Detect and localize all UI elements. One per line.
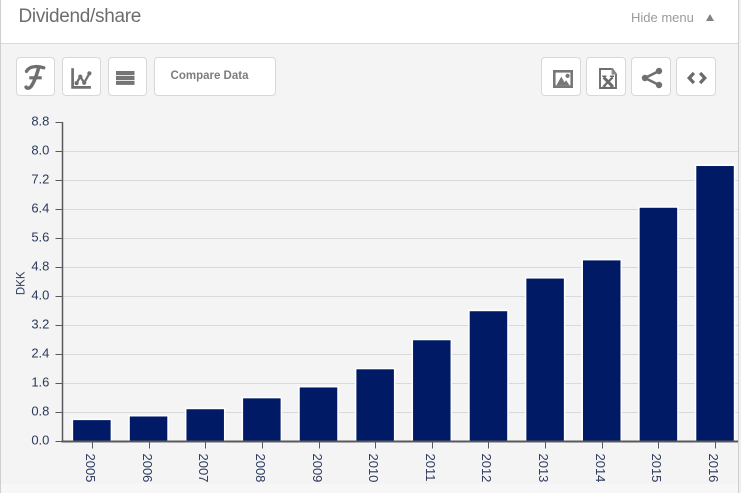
svg-text:2007: 2007 <box>196 454 211 483</box>
svg-text:DKK: DKK <box>16 271 28 295</box>
svg-text:7.2: 7.2 <box>31 171 49 186</box>
svg-text:2013: 2013 <box>536 454 551 483</box>
svg-text:2006: 2006 <box>140 454 155 483</box>
svg-text:2008: 2008 <box>253 454 268 483</box>
svg-text:2005: 2005 <box>83 454 98 483</box>
svg-text:4.0: 4.0 <box>31 287 49 302</box>
svg-text:2009: 2009 <box>310 454 325 483</box>
svg-text:6.4: 6.4 <box>31 200 49 215</box>
svg-text:4.8: 4.8 <box>31 258 49 273</box>
svg-text:8.0: 8.0 <box>31 142 49 157</box>
svg-text:2015: 2015 <box>649 454 664 483</box>
svg-text:2011: 2011 <box>423 454 438 482</box>
svg-text:0.8: 0.8 <box>31 403 49 418</box>
svg-text:0.0: 0.0 <box>31 432 49 447</box>
svg-text:8.8: 8.8 <box>31 113 49 128</box>
svg-text:2014: 2014 <box>593 454 608 483</box>
svg-text:2.4: 2.4 <box>31 345 49 360</box>
svg-text:2010: 2010 <box>366 454 381 483</box>
svg-text:2016: 2016 <box>706 454 721 483</box>
svg-text:2012: 2012 <box>479 454 494 483</box>
svg-text:1.6: 1.6 <box>31 374 49 389</box>
svg-text:5.6: 5.6 <box>31 229 49 244</box>
svg-text:3.2: 3.2 <box>31 316 49 331</box>
